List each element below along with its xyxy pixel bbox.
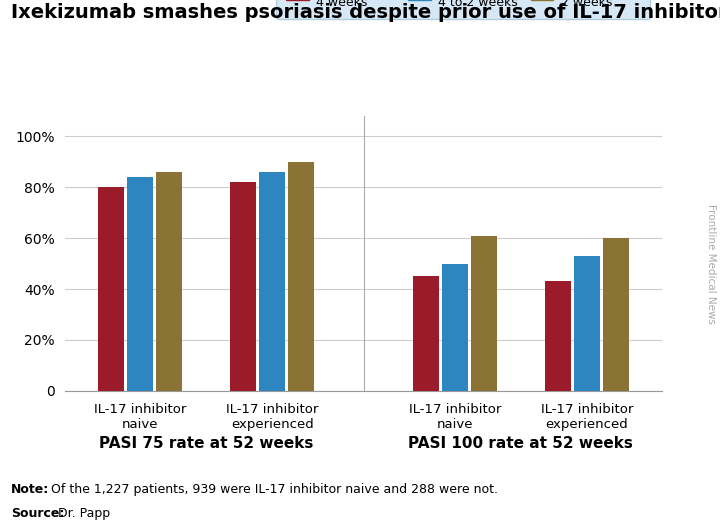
Text: Note:: Note: (11, 483, 49, 496)
Legend: 80 mg every
4 weeks, Switch from
4 to 2 weeks, 80 mg every
2 weeks: 80 mg every 4 weeks, Switch from 4 to 2 … (276, 0, 650, 20)
Bar (259, 172, 285, 391)
Text: Of the 1,227 patients, 939 were IL-17 inhibitor naive and 288 were not.: Of the 1,227 patients, 939 were IL-17 in… (47, 483, 498, 496)
Bar (156, 172, 182, 391)
Text: Frontline Medical News: Frontline Medical News (706, 204, 716, 324)
Bar (127, 177, 153, 391)
Bar (574, 256, 600, 391)
Text: PASI 100 rate at 52 weeks: PASI 100 rate at 52 weeks (408, 436, 634, 450)
Text: Ixekizumab smashes psoriasis despite prior use of IL-17 inhibitors: Ixekizumab smashes psoriasis despite pri… (11, 3, 720, 22)
Bar (603, 238, 629, 391)
Bar (442, 263, 468, 391)
Bar (545, 281, 571, 391)
Text: Source:: Source: (11, 507, 64, 520)
Bar (413, 276, 439, 391)
Bar (471, 235, 497, 391)
Text: Dr. Papp: Dr. Papp (54, 507, 110, 520)
Text: PASI 75 rate at 52 weeks: PASI 75 rate at 52 weeks (99, 436, 313, 450)
Bar (99, 187, 125, 391)
Bar (288, 162, 315, 391)
Bar (230, 182, 256, 391)
